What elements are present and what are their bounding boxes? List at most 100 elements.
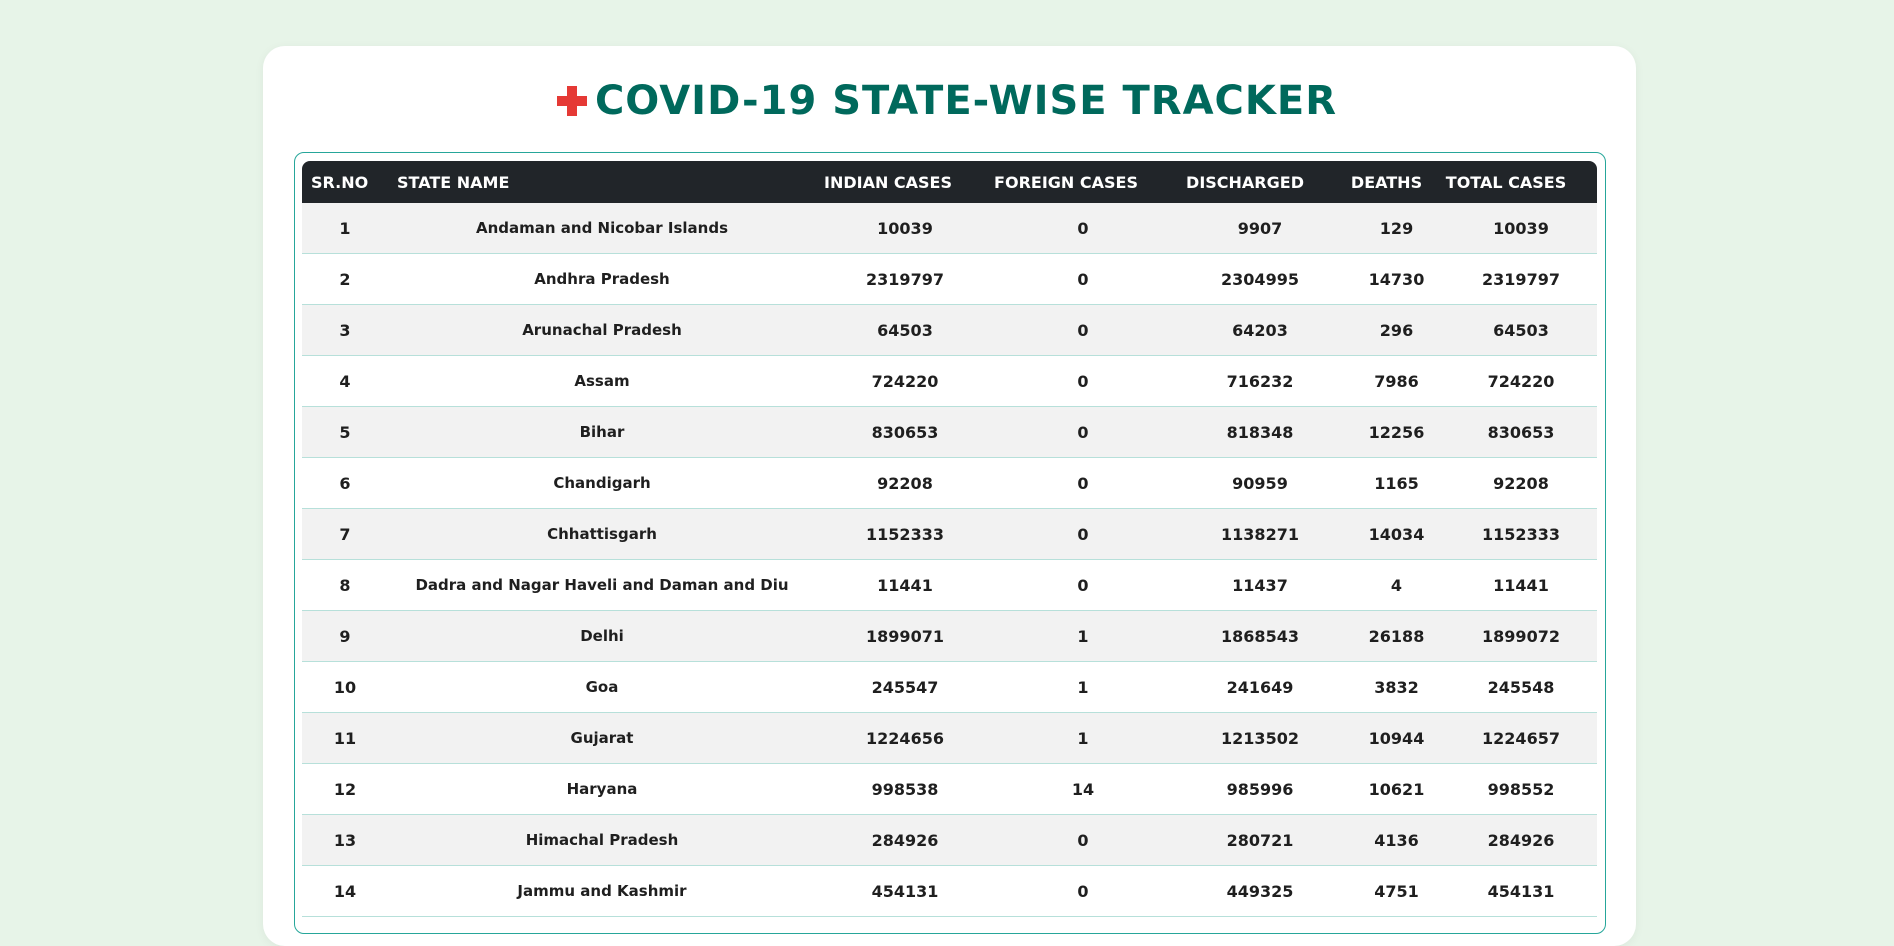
cell-foreign-cases: 14 xyxy=(994,763,1172,815)
cell-state-name: Haryana xyxy=(388,763,816,815)
cell-sr-no: 3 xyxy=(302,304,388,356)
cell-sr-no: 12 xyxy=(302,763,388,815)
cell-indian-cases: 2319797 xyxy=(816,253,994,305)
table-header-row: SR.NO STATE NAME INDIAN CASES FOREIGN CA… xyxy=(302,161,1597,203)
table-row: 3 Arunachal Pradesh 64503 0 64203 296 64503 xyxy=(302,304,1597,356)
cell-indian-cases: 284926 xyxy=(816,814,994,866)
cell-state-name: Arunachal Pradesh xyxy=(388,304,816,356)
cell-deaths: 14730 xyxy=(1348,253,1445,305)
header-foreign-cases[interactable]: FOREIGN CASES xyxy=(994,161,1172,203)
cell-discharged: 1213502 xyxy=(1172,712,1348,764)
cell-discharged: 9907 xyxy=(1172,203,1348,254)
cell-total-cases: 11441 xyxy=(1445,559,1597,611)
table-row: 1 Andaman and Nicobar Islands 10039 0 9907 12… xyxy=(302,203,1597,254)
cell-discharged: 2304995 xyxy=(1172,253,1348,305)
cell-state-name: Gujarat xyxy=(388,712,816,764)
cell-total-cases: 1152333 xyxy=(1445,508,1597,560)
cell-discharged: 11437 xyxy=(1172,559,1348,611)
cell-state-name: Delhi xyxy=(388,610,816,662)
cell-total-cases: 998552 xyxy=(1445,763,1597,815)
cell-sr-no: 7 xyxy=(302,508,388,560)
header-discharged[interactable]: DISCHARGED xyxy=(1172,161,1348,203)
red-cross-icon xyxy=(556,74,587,128)
cell-deaths: 7986 xyxy=(1348,355,1445,407)
cell-deaths: 296 xyxy=(1348,304,1445,356)
cell-total-cases: 10039 xyxy=(1445,203,1597,254)
cell-total-cases: 1224657 xyxy=(1445,712,1597,764)
cell-total-cases: 454131 xyxy=(1445,865,1597,917)
cell-state-name: Bihar xyxy=(388,406,816,458)
cell-indian-cases: 245547 xyxy=(816,661,994,713)
cell-total-cases: 1899072 xyxy=(1445,610,1597,662)
header-total-cases[interactable]: TOTAL CASES xyxy=(1445,161,1597,203)
cell-discharged: 716232 xyxy=(1172,355,1348,407)
cell-foreign-cases: 1 xyxy=(994,661,1172,713)
cell-sr-no: 9 xyxy=(302,610,388,662)
cell-deaths: 4136 xyxy=(1348,814,1445,866)
table-body: 1 Andaman and Nicobar Islands 10039 0 9907 12… xyxy=(302,203,1597,917)
cell-foreign-cases: 0 xyxy=(994,559,1172,611)
cell-foreign-cases: 1 xyxy=(994,610,1172,662)
page-title-text: COVID-19 STATE-WISE TRACKER xyxy=(594,78,1338,124)
table-row: 4 Assam 724220 0 716232 7986 724220 xyxy=(302,355,1597,407)
table-row: 10 Goa 245547 1 241649 3832 245548 xyxy=(302,661,1597,713)
cell-deaths: 129 xyxy=(1348,203,1445,254)
cell-indian-cases: 998538 xyxy=(816,763,994,815)
table-row: 14 Jammu and Kashmir 454131 0 449325 4751 4541… xyxy=(302,865,1597,917)
cell-state-name: Goa xyxy=(388,661,816,713)
header-deaths[interactable]: DEATHS xyxy=(1348,161,1445,203)
cell-foreign-cases: 1 xyxy=(994,712,1172,764)
header-state-name[interactable]: STATE NAME xyxy=(388,161,816,203)
cell-state-name: Andhra Pradesh xyxy=(388,253,816,305)
cell-deaths: 3832 xyxy=(1348,661,1445,713)
cell-indian-cases: 1224656 xyxy=(816,712,994,764)
cell-indian-cases: 92208 xyxy=(816,457,994,509)
cell-sr-no: 2 xyxy=(302,253,388,305)
header-indian-cases[interactable]: INDIAN CASES xyxy=(816,161,994,203)
cell-sr-no: 13 xyxy=(302,814,388,866)
cell-state-name: Chandigarh xyxy=(388,457,816,509)
covid-state-table: SR.NO STATE NAME INDIAN CASES FOREIGN CA… xyxy=(302,161,1597,917)
cell-foreign-cases: 0 xyxy=(994,508,1172,560)
cell-deaths: 12256 xyxy=(1348,406,1445,458)
cell-foreign-cases: 0 xyxy=(994,814,1172,866)
cell-deaths: 4751 xyxy=(1348,865,1445,917)
cell-foreign-cases: 0 xyxy=(994,355,1172,407)
cell-deaths: 4 xyxy=(1348,559,1445,611)
cell-foreign-cases: 0 xyxy=(994,406,1172,458)
cell-deaths: 1165 xyxy=(1348,457,1445,509)
table-row: 2 Andhra Pradesh 2319797 0 2304995 14730 23197… xyxy=(302,253,1597,305)
cell-state-name: Andaman and Nicobar Islands xyxy=(388,203,816,254)
table-row: 12 Haryana 998538 14 985996 10621 998552 xyxy=(302,763,1597,815)
cell-discharged: 818348 xyxy=(1172,406,1348,458)
header-sr-no[interactable]: SR.NO xyxy=(302,161,388,203)
cell-indian-cases: 454131 xyxy=(816,865,994,917)
cell-foreign-cases: 0 xyxy=(994,457,1172,509)
cell-state-name: Chhattisgarh xyxy=(388,508,816,560)
table-row: 5 Bihar 830653 0 818348 12256 830653 xyxy=(302,406,1597,458)
table-row: 7 Chhattisgarh 1152333 0 1138271 14034 1152333 xyxy=(302,508,1597,560)
cell-discharged: 985996 xyxy=(1172,763,1348,815)
table-row: 13 Himachal Pradesh 284926 0 280721 4136 28492… xyxy=(302,814,1597,866)
cell-total-cases: 830653 xyxy=(1445,406,1597,458)
cell-foreign-cases: 0 xyxy=(994,203,1172,254)
cell-sr-no: 4 xyxy=(302,355,388,407)
cell-total-cases: 284926 xyxy=(1445,814,1597,866)
cell-indian-cases: 10039 xyxy=(816,203,994,254)
cell-foreign-cases: 0 xyxy=(994,253,1172,305)
cell-total-cases: 2319797 xyxy=(1445,253,1597,305)
cell-indian-cases: 11441 xyxy=(816,559,994,611)
cell-discharged: 1138271 xyxy=(1172,508,1348,560)
cell-deaths: 14034 xyxy=(1348,508,1445,560)
cell-state-name: Dadra and Nagar Haveli and Daman and Diu xyxy=(388,559,816,611)
cell-foreign-cases: 0 xyxy=(994,304,1172,356)
table-row: 8 Dadra and Nagar Haveli and Daman and Di… xyxy=(302,559,1597,611)
cell-discharged: 64203 xyxy=(1172,304,1348,356)
cell-indian-cases: 830653 xyxy=(816,406,994,458)
page-title: COVID-19 STATE-WISE TRACKER xyxy=(0,74,1894,128)
cell-indian-cases: 1899071 xyxy=(816,610,994,662)
table-row: 9 Delhi 1899071 1 1868543 26188 1899072 xyxy=(302,610,1597,662)
cell-sr-no: 10 xyxy=(302,661,388,713)
cell-sr-no: 1 xyxy=(302,203,388,254)
cell-sr-no: 11 xyxy=(302,712,388,764)
